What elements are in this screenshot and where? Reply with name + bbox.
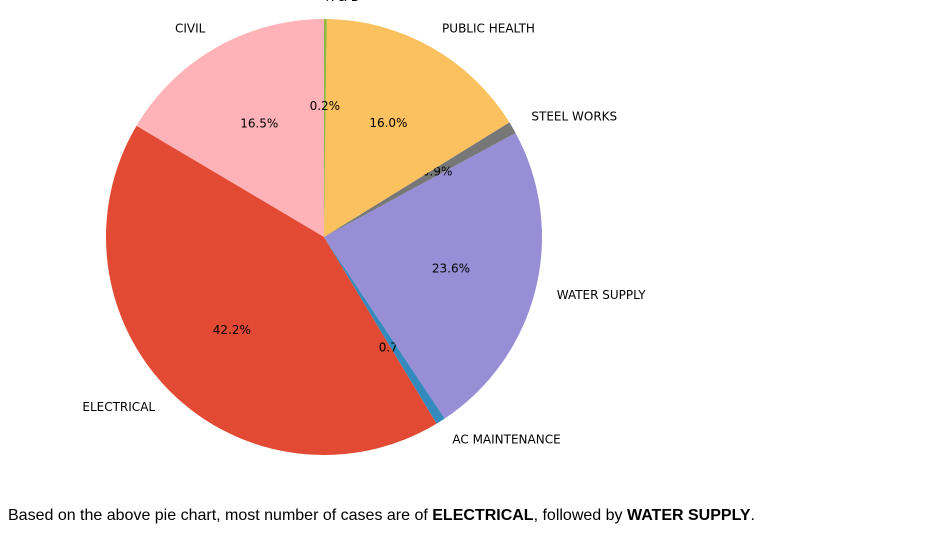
category-label-r-d: R & D — [326, 0, 361, 4]
category-label-ac-maintenance: AC MAINTENANCE — [452, 433, 560, 447]
pie-slice-ac-maintenance — [324, 237, 445, 424]
pct-label-r-d: 0.2% — [310, 99, 341, 113]
category-label-steel-works: STEEL WORKS — [531, 110, 617, 124]
category-label-water-supply: WATER SUPPLY — [557, 288, 647, 302]
pie-slice-water-supply — [324, 132, 542, 419]
pie-slice-public-health — [324, 19, 510, 237]
pie-slice-electrical — [106, 125, 437, 455]
caption-second-category: WATER SUPPLY — [626, 507, 751, 524]
category-label-public-health: PUBLIC HEALTH — [442, 21, 535, 35]
caption-suffix: . — [750, 507, 755, 524]
caption-first-category: ELECTRICAL — [432, 507, 534, 524]
chart-caption: Based on the above pie chart, most numbe… — [8, 507, 755, 525]
pie-slice-r-d — [324, 19, 327, 237]
pct-label-public-health: 16.0% — [369, 116, 407, 130]
pct-label-water-supply: 23.6% — [432, 262, 470, 276]
pie-slice-civil — [136, 19, 324, 237]
pie-slice-steel-works — [324, 122, 516, 237]
pct-label-civil: 16.5% — [240, 116, 278, 130]
category-label-civil: CIVIL — [175, 22, 206, 36]
pct-label-electrical: 42.2% — [213, 323, 251, 337]
caption-prefix: Based on the above pie chart, most numbe… — [8, 507, 433, 524]
caption-middle: , followed by — [533, 507, 627, 524]
category-label-electrical: ELECTRICAL — [82, 400, 155, 414]
